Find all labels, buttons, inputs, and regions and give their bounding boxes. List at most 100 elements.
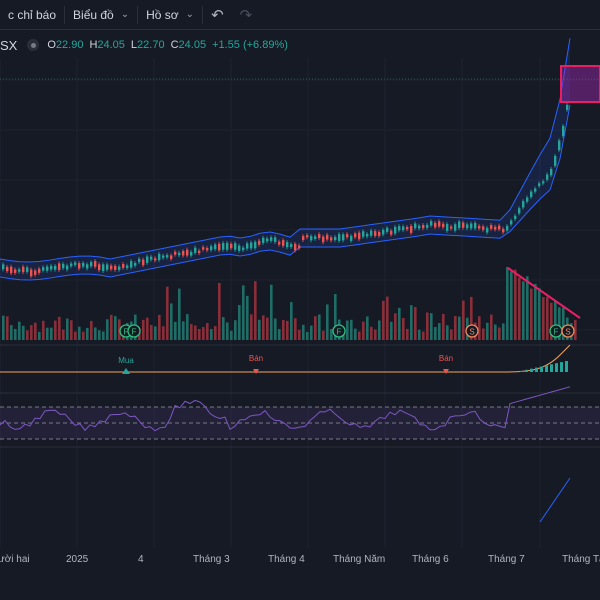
- signal-badge: [465, 324, 479, 338]
- volume-bar: [266, 317, 269, 340]
- time-axis-label: Tháng Năm: [333, 554, 386, 565]
- signal-bar: [535, 367, 538, 372]
- rsi-line: [0, 386, 571, 432]
- sell-signal-label: Bán: [249, 354, 263, 363]
- toolbar-divider: [64, 5, 66, 24]
- volume-bar: [14, 328, 17, 340]
- signal-bar: [540, 366, 543, 372]
- candle-body: [546, 174, 549, 180]
- candle-body: [126, 265, 129, 268]
- market-status-icon: [27, 39, 40, 51]
- volume-bars: [2, 266, 577, 340]
- signal-bar: [550, 364, 553, 372]
- candle-body: [534, 188, 537, 192]
- indicators-label: c chỉ báo: [8, 7, 57, 22]
- time-axis-label: Tháng 3: [193, 554, 230, 565]
- chart-menu-button[interactable]: Biểu đồ ⌄: [65, 0, 137, 30]
- candle-body: [210, 246, 213, 251]
- candle-body: [42, 267, 45, 271]
- candle-body: [266, 238, 269, 242]
- volume-bar: [526, 276, 529, 340]
- candle-body: [370, 230, 373, 236]
- volume-bar: [198, 329, 201, 340]
- candle-body: [86, 264, 89, 269]
- profile-menu-button[interactable]: Hồ sơ ⌄: [138, 0, 202, 30]
- candle-body: [346, 234, 349, 238]
- volume-bar: [110, 314, 113, 340]
- volume-bar: [450, 329, 453, 340]
- candle-body: [90, 262, 93, 267]
- volume-bar: [206, 323, 209, 340]
- volume-bar: [262, 315, 265, 340]
- volume-bar: [66, 318, 69, 340]
- volume-bar: [470, 296, 473, 340]
- volume-bar: [346, 320, 349, 340]
- indicators-button[interactable]: c chỉ báo: [0, 0, 64, 30]
- candle-body: [178, 252, 181, 256]
- redo-button[interactable]: ↷: [232, 0, 261, 30]
- signal-badge-label: F: [132, 328, 137, 337]
- candle-body: [466, 224, 469, 229]
- candle-body: [138, 258, 141, 263]
- time-axis-label: Tháng Tá: [562, 554, 600, 565]
- undo-icon: ↶: [211, 6, 224, 24]
- candle-body: [366, 233, 369, 237]
- candle-body: [334, 236, 337, 241]
- candle-body: [490, 225, 493, 229]
- candle-body: [22, 266, 25, 273]
- volume-bar: [270, 284, 273, 340]
- candle-body: [18, 269, 21, 272]
- volume-bar: [178, 288, 181, 340]
- candle-body: [318, 234, 321, 239]
- candle-body: [2, 264, 5, 270]
- volume-bar: [374, 329, 377, 340]
- volume-bar: [190, 324, 193, 340]
- candle-body: [94, 261, 97, 267]
- candle-body: [106, 264, 109, 270]
- candle-body: [362, 231, 365, 237]
- candle-body: [502, 228, 505, 233]
- volume-bar: [306, 331, 309, 340]
- candle-body: [542, 181, 545, 184]
- volume-bar: [50, 327, 53, 340]
- volume-bar: [58, 316, 61, 340]
- chart-menu-label: Biểu đồ: [73, 7, 114, 22]
- volume-bar: [434, 326, 437, 340]
- candle-body: [538, 183, 541, 187]
- signal-bar: [525, 369, 528, 372]
- volume-bar: [166, 286, 169, 340]
- candle-body: [10, 266, 13, 274]
- volume-bar: [354, 328, 357, 340]
- candle-body: [478, 225, 481, 229]
- time-axis-label: 2025: [66, 554, 89, 565]
- volume-bar: [278, 329, 281, 340]
- profile-menu-label: Hồ sơ: [146, 7, 179, 22]
- candle-body: [214, 244, 217, 250]
- candle-body: [418, 225, 421, 229]
- sell-signal-arrow: [443, 369, 449, 374]
- candle-body: [158, 253, 161, 261]
- candle-body: [262, 237, 265, 244]
- volume-bar: [422, 331, 425, 340]
- volume-bar: [322, 330, 325, 340]
- candle-body: [254, 241, 257, 249]
- volume-bar: [294, 318, 297, 340]
- symbol-name[interactable]: SX: [0, 37, 18, 53]
- candle-body: [382, 229, 385, 235]
- candle-body: [142, 259, 145, 266]
- signal-bar: [545, 365, 548, 372]
- volume-bar: [542, 297, 545, 340]
- candle-body: [114, 265, 117, 270]
- volume-bar: [234, 320, 237, 340]
- candle-body: [378, 232, 381, 236]
- volume-bar: [438, 323, 441, 340]
- volume-bar: [70, 320, 73, 340]
- undo-button[interactable]: ↶: [203, 0, 232, 30]
- low-value: 22.70: [137, 39, 165, 51]
- candle-body: [246, 243, 249, 249]
- candle-body: [134, 263, 137, 266]
- sell-signal-label: Bán: [439, 354, 453, 363]
- volume-bar: [514, 269, 517, 340]
